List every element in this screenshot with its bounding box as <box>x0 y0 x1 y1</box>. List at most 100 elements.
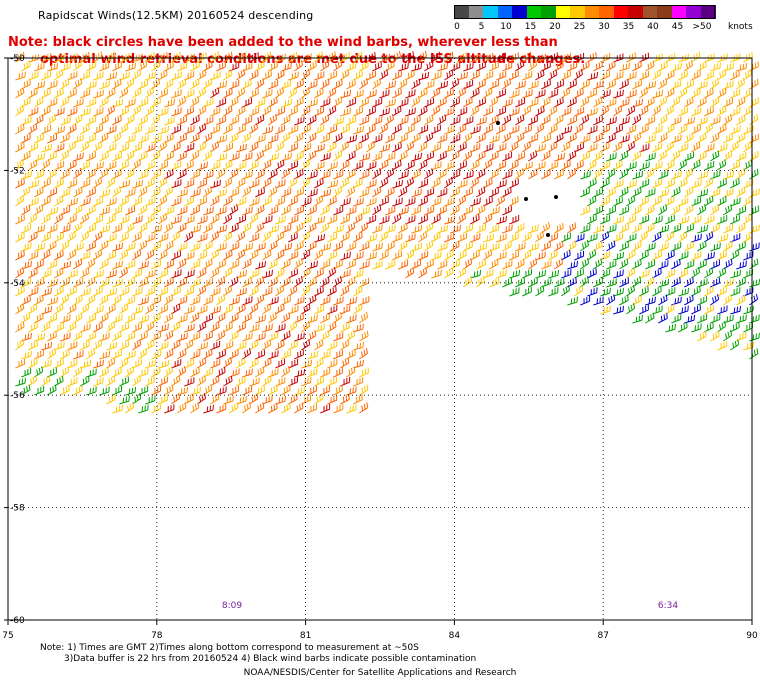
wind-barb <box>333 96 343 108</box>
wind-barb <box>158 249 168 261</box>
wind-barb <box>177 295 188 306</box>
wind-barb <box>242 132 252 144</box>
wind-barb <box>327 87 337 99</box>
wind-barb <box>119 179 131 189</box>
wind-barb <box>262 231 272 243</box>
wind-barb <box>223 357 233 369</box>
wind-barb <box>639 143 650 153</box>
wind-barb <box>418 105 428 117</box>
wind-barb <box>678 106 689 117</box>
wind-barb <box>164 98 176 108</box>
wind-barb <box>470 176 480 189</box>
wind-barb <box>119 395 130 405</box>
wind-barb <box>190 296 201 306</box>
wind-barb <box>47 98 58 108</box>
wind-barb <box>216 206 227 216</box>
x-tick-label: 87 <box>597 631 608 641</box>
wind-barb <box>379 123 389 135</box>
wind-barb <box>41 341 53 351</box>
wind-barb <box>346 241 357 252</box>
wind-barb <box>177 222 187 234</box>
wind-barb <box>418 250 429 261</box>
wind-barb <box>21 97 31 108</box>
wind-barb <box>405 51 415 63</box>
wind-barb <box>229 296 240 306</box>
wind-barb <box>158 268 169 279</box>
wind-barb <box>470 70 480 81</box>
wind-barb <box>307 132 317 144</box>
wind-barb <box>684 186 694 198</box>
wind-barb <box>541 133 552 144</box>
wind-barb <box>28 231 38 243</box>
wind-barb <box>418 267 428 279</box>
wind-barb <box>496 124 506 135</box>
wind-barb <box>359 277 370 288</box>
wind-barb <box>210 305 221 315</box>
wind-barb <box>600 70 611 81</box>
wind-barb <box>301 53 312 63</box>
wind-barb <box>67 341 78 351</box>
legend-swatch <box>454 5 469 19</box>
wind-barb <box>424 205 435 216</box>
wind-barb <box>151 277 161 288</box>
y-tick-label: -60 <box>10 616 25 626</box>
wind-barb <box>704 251 715 261</box>
wind-barb <box>619 186 629 198</box>
wind-barb <box>554 152 566 162</box>
wind-barb <box>138 186 148 198</box>
wind-barb <box>411 152 422 162</box>
wind-barb <box>132 158 142 171</box>
wind-barb <box>119 106 129 117</box>
wind-barb <box>606 294 616 306</box>
lat-lon-grid <box>8 58 752 620</box>
wind-barb <box>717 105 727 117</box>
wind-barb <box>158 176 168 189</box>
wind-barb <box>171 286 181 297</box>
wind-barb <box>184 179 195 189</box>
wind-barb <box>28 303 38 315</box>
wind-barb <box>489 224 500 234</box>
wind-barb <box>574 233 585 243</box>
wind-barb <box>671 80 682 90</box>
wind-barb <box>320 403 331 414</box>
wind-barb <box>216 276 226 288</box>
wind-barb <box>255 114 265 126</box>
wind-barb <box>307 205 317 216</box>
wind-barb <box>132 305 144 315</box>
wind-barb <box>47 168 57 180</box>
wind-barb <box>476 259 486 270</box>
wind-barb <box>288 393 298 405</box>
wind-barb <box>73 350 84 360</box>
wind-barb <box>60 224 71 234</box>
wind-barb <box>353 394 363 405</box>
wind-barb <box>684 204 694 216</box>
wind-barb <box>483 53 494 63</box>
wind-barb <box>242 258 252 270</box>
wind-barb <box>47 187 58 198</box>
wind-barb <box>333 367 343 378</box>
wind-barb <box>93 214 104 225</box>
wind-barb <box>236 52 246 63</box>
wind-barb <box>99 80 110 90</box>
wind-barb <box>749 242 760 252</box>
wind-barb <box>424 151 434 162</box>
wind-barb <box>301 69 311 81</box>
wind-barb <box>275 141 285 153</box>
wind-barb <box>535 105 545 117</box>
wind-barb <box>314 323 325 333</box>
wind-barb <box>314 51 324 63</box>
wind-barb <box>619 79 629 90</box>
wind-barb <box>47 367 57 378</box>
wind-barb <box>171 89 182 99</box>
wind-barb <box>333 78 343 90</box>
wind-barb <box>567 150 577 162</box>
wind-barb <box>671 314 682 324</box>
wind-barb <box>548 69 558 81</box>
wind-barb <box>275 215 286 225</box>
wind-barb <box>710 294 720 306</box>
legend-label: 30 <box>598 22 610 32</box>
wind-barb <box>145 286 156 297</box>
wind-barb <box>327 285 337 297</box>
wind-barb <box>41 70 52 81</box>
wind-barb <box>242 62 253 72</box>
